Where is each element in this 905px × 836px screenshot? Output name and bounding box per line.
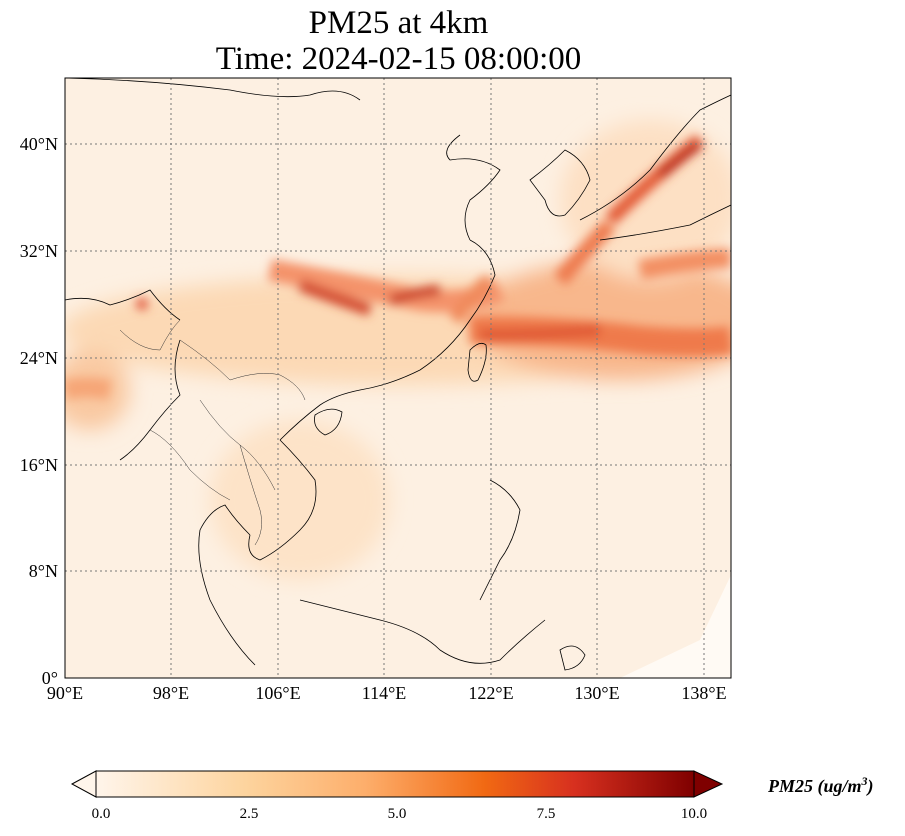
colorbar-tick-label: 0.0 bbox=[91, 806, 111, 822]
map-title-line2: Time: 2024-02-15 08:00:00 bbox=[215, 41, 582, 77]
map-title-line1: PM25 at 4km bbox=[308, 5, 489, 41]
lon-tick-label: 122°E bbox=[468, 683, 514, 703]
colorbar bbox=[70, 770, 724, 798]
lat-tick-label: 24°N bbox=[19, 348, 58, 368]
colorbar-title: PM25 (ug/m3) bbox=[768, 774, 874, 797]
lat-tick-label: 32°N bbox=[19, 241, 58, 261]
borders bbox=[119, 319, 306, 546]
lat-tick-label: 16°N bbox=[19, 455, 58, 475]
lon-tick-label: 138°E bbox=[681, 683, 727, 703]
lon-tick-label: 106°E bbox=[255, 683, 301, 703]
colorbar-title-text: PM25 (ug/m bbox=[768, 776, 862, 796]
lat-tick-label: 40°N bbox=[19, 134, 58, 154]
lon-tick-label: 130°E bbox=[574, 683, 620, 703]
graticule bbox=[65, 78, 731, 678]
map-frame bbox=[64, 77, 732, 679]
lat-tick-label: 0° bbox=[41, 668, 58, 688]
lon-tick-label: 90°E bbox=[46, 683, 84, 703]
colorbar-under-arrow bbox=[70, 770, 97, 798]
coastlines bbox=[65, 78, 731, 671]
colorbar-title-close: ) bbox=[867, 776, 874, 796]
colorbar-gradient bbox=[95, 770, 695, 798]
lon-tick-label: 98°E bbox=[152, 683, 190, 703]
pm25-field bbox=[65, 78, 731, 678]
colorbar-title-superscript: 3 bbox=[861, 774, 868, 788]
lat-tick-label: 8°N bbox=[28, 561, 58, 581]
colorbar-tick-label: 5.0 bbox=[387, 806, 407, 822]
colorbar-tick-label: 2.5 bbox=[239, 806, 259, 822]
lon-tick-label: 114°E bbox=[361, 683, 407, 703]
colorbar-tick-label: 10.0 bbox=[680, 806, 708, 822]
colorbar-tick-label: 7.5 bbox=[536, 806, 556, 822]
colorbar-over-arrow bbox=[693, 770, 724, 798]
